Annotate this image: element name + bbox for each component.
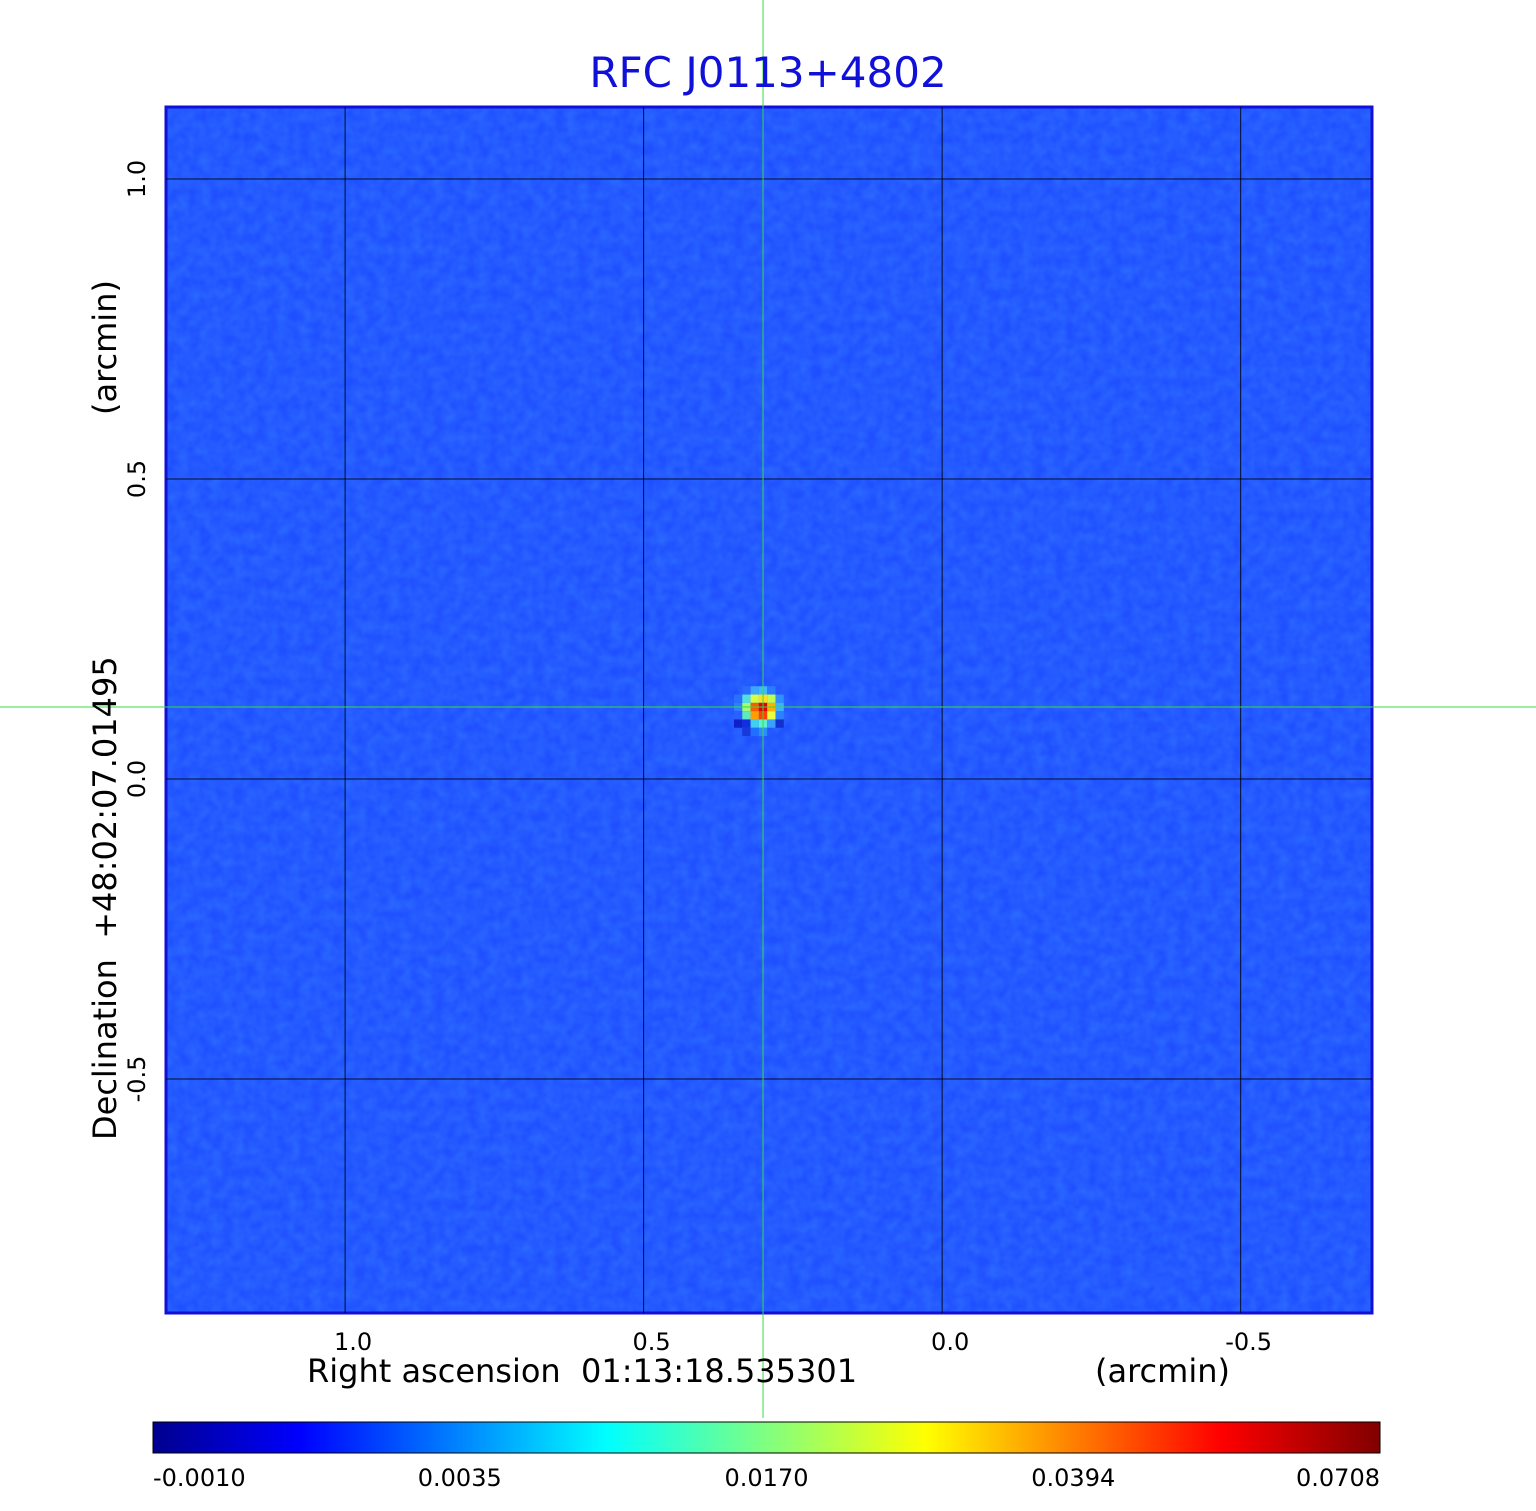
chart-title: RFC J0113+4802 (589, 48, 947, 97)
source-pixel (750, 686, 759, 695)
crosshair (0, 0, 1536, 1418)
source-pixel (742, 727, 751, 737)
y-axis-unit: (arcmin) (86, 280, 124, 415)
y-tick-label: 0.5 (123, 460, 151, 498)
colorbar-tick-label: -0.0010 (153, 1464, 246, 1492)
axis-ticks: 1.0 0.5 0.0 -0.5 1.0 0.5 0.0 -0.5 (123, 160, 1272, 1356)
source-pixel (742, 719, 751, 728)
source-pixel (767, 686, 776, 695)
x-tick-label: -0.5 (1225, 1328, 1272, 1356)
x-tick-label: 1.0 (334, 1328, 372, 1356)
colorbar-tick-label: 0.0035 (418, 1464, 502, 1492)
x-axis-unit: (arcmin) (1095, 1352, 1230, 1390)
y-tick-label: 1.0 (123, 160, 151, 198)
source-pixel (767, 694, 776, 703)
source-pixel (742, 711, 751, 720)
colorbar-tick-label: 0.0394 (1031, 1464, 1115, 1492)
source-pixel (750, 711, 759, 720)
x-tick-label: 0.0 (931, 1328, 969, 1356)
x-tick-label: 0.5 (633, 1328, 671, 1356)
source-pixel (742, 686, 751, 695)
colorbar-tick-label: 0.0170 (725, 1464, 809, 1492)
colorbar: -0.0010 0.0035 0.0170 0.0394 0.0708 (152, 1421, 1381, 1492)
x-axis-title: Right ascension 01:13:18.535301 (307, 1352, 858, 1390)
source-pixel (733, 694, 743, 703)
y-axis-title: Declination +48:02:07.01495 (86, 656, 124, 1140)
coordinate-grid (166, 107, 1372, 1313)
source-pixel (775, 711, 784, 720)
source-pixel (750, 727, 759, 737)
source-pixel (775, 719, 784, 728)
source-pixel (733, 719, 743, 728)
y-tick-label: -0.5 (123, 1056, 151, 1103)
source-pixel (775, 694, 784, 703)
source-pixel (767, 719, 776, 728)
map-frame (164, 105, 1374, 1315)
source-pixel (742, 694, 751, 703)
y-tick-label: 0.0 (123, 760, 151, 798)
colorbar-gradient (152, 1421, 1381, 1454)
source-pixel (767, 711, 776, 720)
colorbar-tick-label: 0.0708 (1296, 1464, 1380, 1492)
source-pixel (750, 719, 759, 728)
source-pixel (733, 711, 743, 720)
source-pixel (750, 694, 759, 703)
